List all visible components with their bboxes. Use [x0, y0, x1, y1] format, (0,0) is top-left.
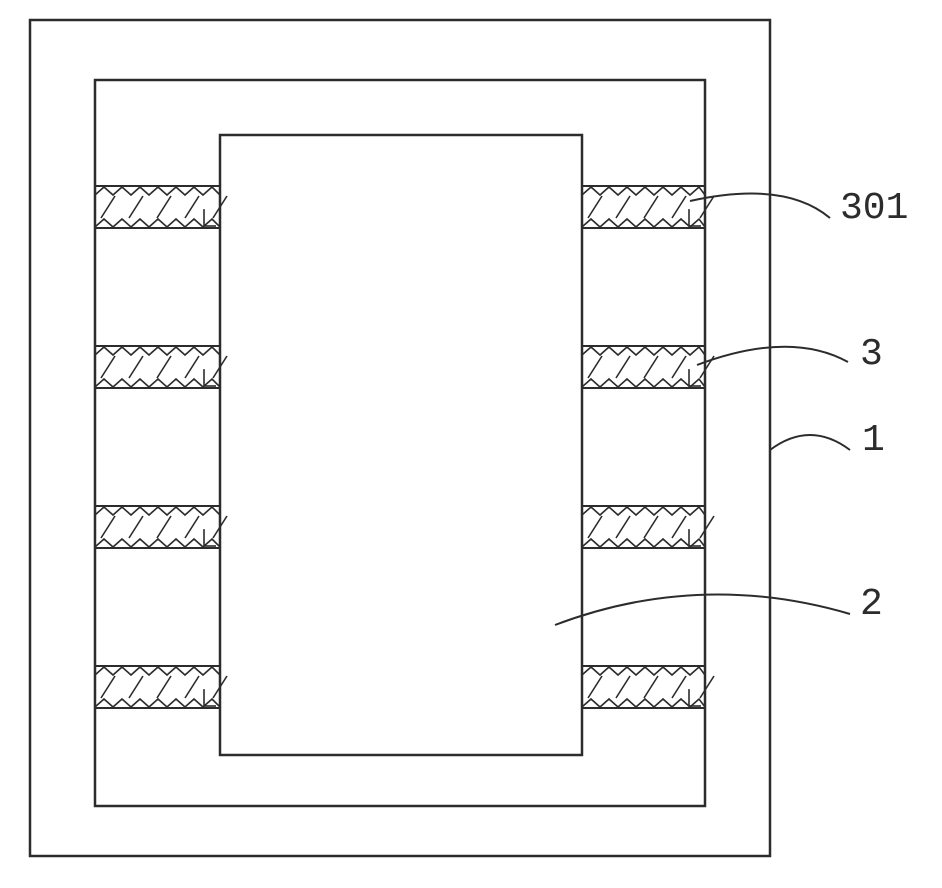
spring-band-right-3 [582, 666, 714, 708]
label-301: 301 [690, 187, 908, 230]
spring-band-right-0 [582, 186, 714, 228]
label-text-2: 2 [860, 583, 883, 626]
spring-band-left-2 [95, 506, 227, 548]
spring-band-left-0 [95, 186, 227, 228]
label-text-301: 301 [840, 187, 908, 230]
leader-line-1 [770, 435, 850, 450]
spring-band-right-2 [582, 506, 714, 548]
spring-band-right-1 [582, 346, 714, 388]
label-text-3: 3 [860, 333, 883, 376]
diagram-canvas: 301 3 1 2 [0, 0, 942, 888]
spring-band-left-1 [95, 346, 227, 388]
leader-line-301 [690, 194, 830, 218]
label-text-1: 1 [862, 419, 885, 462]
spring-band-left-3 [95, 666, 227, 708]
label-2: 2 [555, 583, 883, 626]
label-3: 3 [697, 333, 883, 376]
leader-line-2 [555, 594, 850, 625]
label-1: 1 [770, 419, 885, 462]
center-block [220, 135, 582, 755]
leader-line-3 [697, 347, 848, 365]
